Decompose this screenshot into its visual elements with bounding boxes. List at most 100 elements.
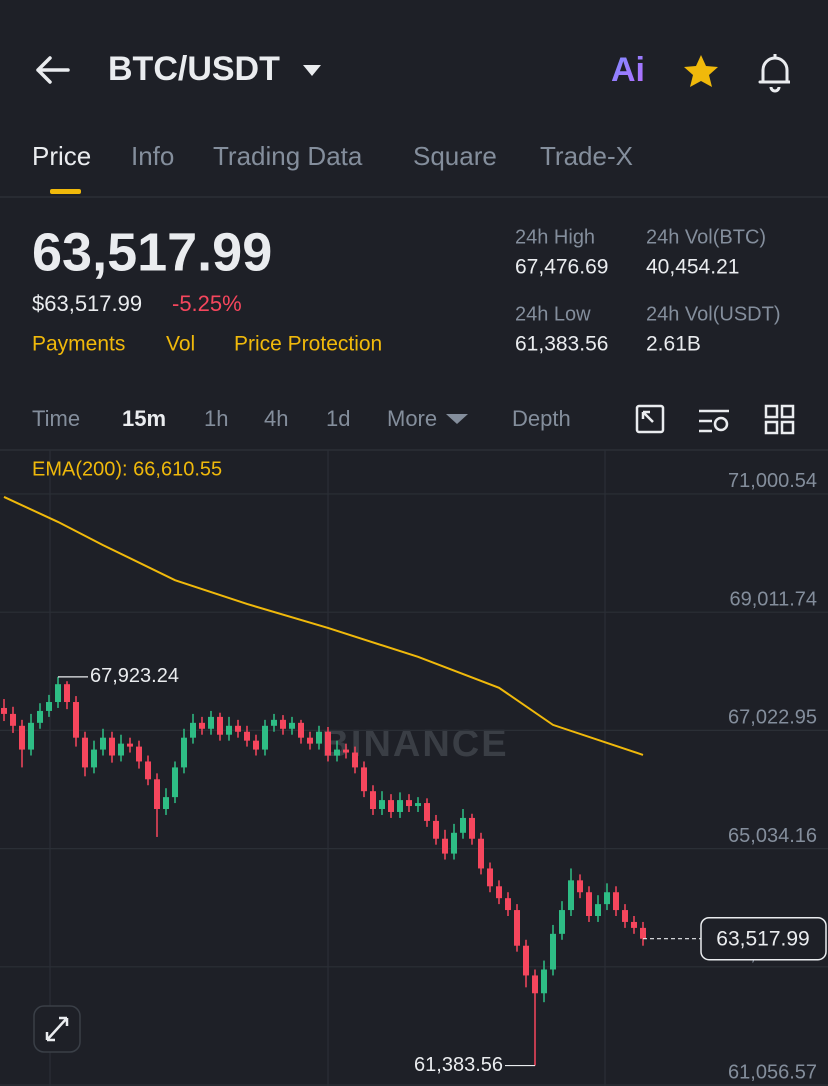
candle-body [118, 743, 124, 756]
candle-body [532, 975, 538, 994]
candle-body [451, 832, 457, 854]
interval-tab[interactable]: 1h [204, 406, 228, 431]
interval-tab[interactable]: More [387, 406, 437, 431]
interval-tab[interactable]: Time [32, 406, 80, 431]
candle-body [19, 725, 25, 750]
candle-body [280, 719, 286, 729]
candle-body [550, 933, 556, 970]
candle-body [325, 731, 331, 756]
interval-tab[interactable]: 15m [122, 406, 166, 431]
stat-label: 24h Vol(BTC) [646, 226, 766, 248]
info-link[interactable]: Price Protection [234, 333, 382, 356]
tab[interactable]: Square [413, 141, 497, 171]
candle-body [595, 904, 601, 917]
y-tick-label: 69,011.74 [730, 588, 818, 610]
ai-button[interactable]: Ai [611, 51, 645, 89]
candle-body [172, 767, 178, 798]
candle-body [298, 722, 304, 738]
candle-body [424, 803, 430, 821]
favorite-star[interactable] [684, 55, 718, 87]
candle-body [73, 702, 79, 738]
candle-body [208, 716, 214, 729]
candle-body [379, 800, 385, 810]
stat-value: 61,383.56 [515, 333, 608, 356]
candle-body [433, 820, 439, 839]
candle-body [109, 737, 115, 756]
pair-dropdown[interactable] [303, 65, 321, 76]
candle-body [388, 800, 394, 812]
chart-tool-icons[interactable] [635, 404, 795, 435]
info-link[interactable]: Payments [32, 333, 125, 356]
candle-body [226, 725, 232, 735]
info-link[interactable]: Vol [166, 333, 195, 356]
candle-body [568, 880, 574, 911]
candle-body [631, 921, 637, 928]
candle-body [334, 749, 340, 756]
candle-body [91, 749, 97, 768]
candle-body [343, 749, 349, 753]
candle-body [415, 803, 421, 807]
candle-body [640, 927, 646, 939]
candle-body [163, 797, 169, 810]
interval-tab[interactable]: 4h [264, 406, 288, 431]
candle-body [253, 740, 259, 750]
last-price-label: 63,517.99 [716, 927, 809, 950]
candle-body [523, 945, 529, 976]
alert-bell[interactable] [758, 54, 790, 93]
candle-body [613, 892, 619, 911]
price-change: -5.25% [172, 291, 242, 316]
interval-tab[interactable]: 1d [326, 406, 350, 431]
candle-body [28, 722, 34, 750]
candle-body [307, 737, 313, 744]
pair-title[interactable]: BTC/USDT [108, 50, 280, 88]
ema-label: EMA(200): 66,610.55 [32, 458, 222, 480]
tab[interactable]: Info [131, 141, 174, 171]
candle-body [1, 707, 7, 714]
candle-body [577, 880, 583, 893]
candle-body [406, 800, 412, 807]
candle-body [136, 746, 142, 762]
candle-body [478, 838, 484, 869]
tab[interactable]: Trade-X [540, 141, 633, 171]
candle-body [262, 725, 268, 750]
last-price-box [700, 916, 827, 961]
candle-body [100, 737, 106, 750]
annotation: 67,923.24 [90, 665, 179, 687]
watermark: BINANCE [321, 723, 508, 765]
candle-body [586, 892, 592, 917]
candle-body [127, 743, 133, 747]
annotation: 61,383.56 [414, 1054, 503, 1076]
candle-body [55, 684, 61, 703]
candle-body [82, 737, 88, 768]
y-tick-label: 71,000.54 [728, 470, 817, 492]
candle-body [244, 731, 250, 741]
candle-body [505, 898, 511, 911]
candle-body [64, 684, 70, 703]
candle-body [559, 910, 565, 934]
candle-body [46, 702, 52, 711]
stat-label: 24h Vol(USDT) [646, 303, 781, 325]
tab[interactable]: Price [32, 141, 91, 171]
candle-body [316, 731, 322, 744]
expand-button[interactable] [33, 1005, 81, 1053]
candle-body [352, 752, 358, 768]
candle-body [37, 710, 43, 723]
candle-body [496, 886, 502, 899]
candle-body [271, 719, 277, 726]
back-button[interactable] [36, 56, 70, 84]
candle-body [217, 716, 223, 735]
candle-body [10, 713, 16, 726]
y-tick-label: 67,022.95 [728, 707, 817, 729]
time-grid [49, 450, 606, 1086]
more-caret [446, 414, 468, 424]
tab[interactable]: Trading Data [213, 141, 363, 171]
y-tick-label: 65,034.16 [728, 825, 817, 847]
interval-tab[interactable]: Depth [512, 406, 571, 431]
candle-body [370, 791, 376, 810]
stat-label: 24h High [515, 226, 595, 248]
candle-body [604, 892, 610, 905]
last-price: 63,517.99 [32, 222, 272, 282]
candle-body [181, 737, 187, 768]
